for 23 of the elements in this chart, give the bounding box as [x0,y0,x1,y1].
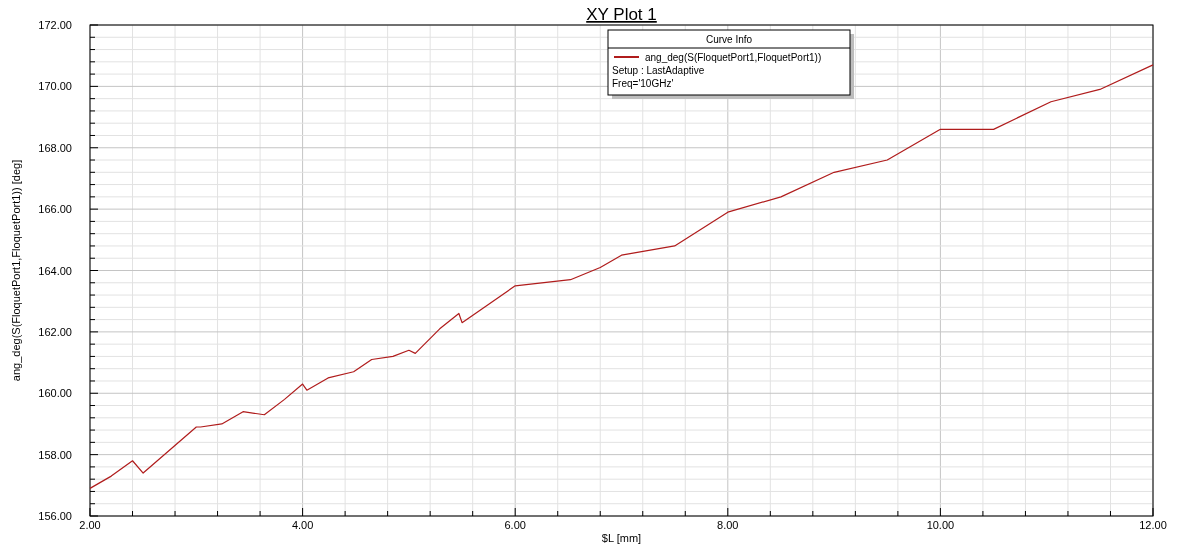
y-tick-label: 168.00 [38,141,72,154]
chart-title: XY Plot 1 [586,5,657,24]
y-axis-title: ang_deg(S(FloquetPort1,FloquetPort1)) [deg] [10,159,22,382]
x-axis-title: $L [mm] [601,532,642,544]
x-tick-label: 6.00 [504,519,526,531]
annotation: Freq='10GHz' [612,78,674,89]
legend-label: ang_deg(S(FloquetPort1,FloquetPort1)) [645,52,822,63]
y-tick-label: 164.00 [38,264,72,277]
x-tick-label: 2.00 [79,519,101,531]
line-series [89,64,1154,489]
y-tick-label: 160.00 [38,387,72,400]
x-tick-label: 4.00 [291,519,314,531]
x-tick-label: 10.00 [926,519,955,531]
annotation: Setup : LastAdaptive [612,65,705,76]
y-tick-label: 166.00 [38,203,72,216]
y-tick-label: 158.00 [38,448,72,461]
legend-title: Curve Info [705,34,753,45]
y-tick-label: 156.00 [38,510,72,522]
x-tick-label: 12.00 [1139,519,1167,531]
y-tick-label: 162.00 [38,325,72,338]
x-tick-label: 8.00 [717,519,739,531]
y-tick-label: 172.00 [38,19,72,31]
y-tick-label: 170.00 [38,80,72,93]
